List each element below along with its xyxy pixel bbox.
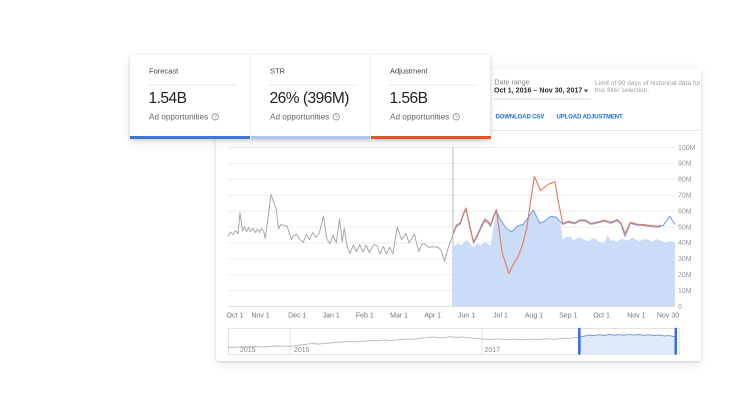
- svg-text:2016: 2016: [294, 347, 310, 354]
- svg-text:100M: 100M: [678, 145, 696, 152]
- svg-text:Jun 1: Jun 1: [458, 313, 475, 320]
- svg-text:80M: 80M: [678, 177, 692, 184]
- svg-text:10M: 10M: [678, 288, 692, 295]
- svg-text:Aug 1: Aug 1: [525, 313, 543, 320]
- svg-text:Jul 1: Jul 1: [493, 313, 508, 320]
- svg-text:Feb 1: Feb 1: [356, 313, 374, 320]
- svg-text:20M: 20M: [678, 272, 692, 279]
- svg-text:70M: 70M: [678, 193, 692, 200]
- svg-text:2017: 2017: [485, 347, 501, 354]
- svg-text:Sep 1: Sep 1: [559, 313, 577, 320]
- svg-text:50M: 50M: [678, 224, 692, 231]
- svg-text:30M: 30M: [678, 256, 692, 263]
- svg-text:Oct 1: Oct 1: [593, 313, 610, 320]
- svg-text:Nov 1: Nov 1: [251, 313, 269, 320]
- svg-text:Oct 1: Oct 1: [227, 313, 244, 320]
- svg-text:Nov 1: Nov 1: [627, 313, 645, 320]
- svg-text:Apr 1: Apr 1: [424, 313, 441, 320]
- svg-text:2015: 2015: [240, 347, 256, 354]
- svg-text:60M: 60M: [678, 208, 692, 215]
- svg-text:90M: 90M: [678, 161, 692, 168]
- svg-text:40M: 40M: [678, 240, 692, 247]
- svg-text:Mar 1: Mar 1: [390, 313, 408, 320]
- svg-text:Jan 1: Jan 1: [323, 313, 340, 320]
- svg-text:Nov 30: Nov 30: [657, 313, 679, 320]
- svg-text:Dec 1: Dec 1: [288, 313, 306, 320]
- svg-text:0: 0: [678, 304, 682, 311]
